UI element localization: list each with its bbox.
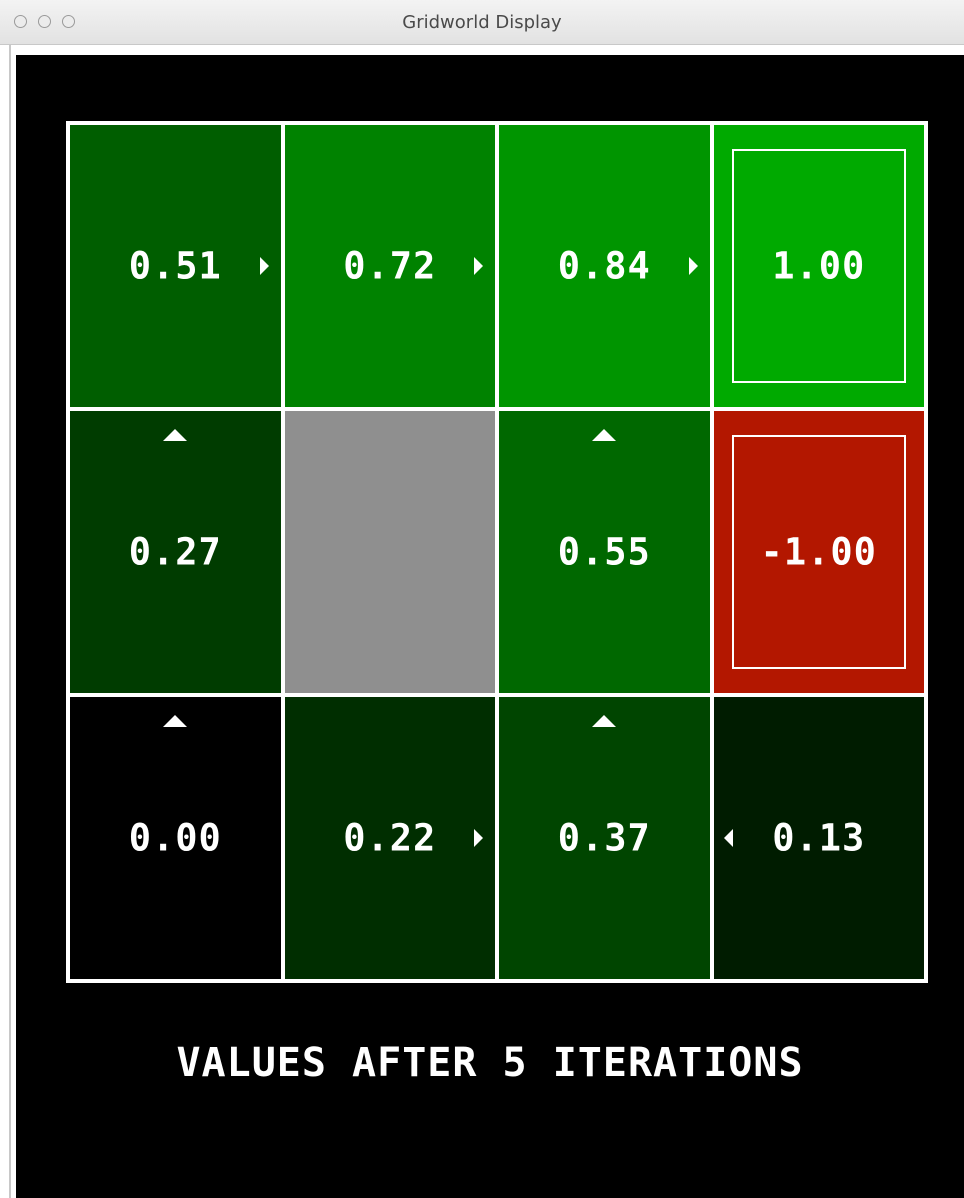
grid-cell: 0.27 <box>70 411 281 693</box>
close-window-button[interactable] <box>14 15 27 28</box>
value-grid: 0.51 0.72 0.84 1.00 0.27 0.55 -1.00 0.00 0.22 0.3… <box>66 121 928 983</box>
terminal-cell: -1.00 <box>713 411 924 693</box>
cell-value: 0.37 <box>557 816 651 860</box>
policy-arrow-north-icon <box>592 715 617 727</box>
grid-cell: 0.55 <box>499 411 710 693</box>
window-left-edge <box>9 44 11 1198</box>
cell-value: 0.55 <box>557 530 651 574</box>
cell-value: 0.27 <box>128 530 222 574</box>
iteration-caption: VALUES AFTER 5 ITERATIONS <box>176 1040 804 1086</box>
grid-cell: 0.13 <box>713 697 924 979</box>
cell-value: 0.84 <box>557 244 651 288</box>
terminal-frame <box>731 149 906 383</box>
policy-arrow-north-icon <box>163 429 188 441</box>
grid-cell: 0.72 <box>284 125 495 407</box>
policy-arrow-east-icon <box>259 257 269 275</box>
policy-arrow-east-icon <box>474 829 483 847</box>
grid-cell: 0.22 <box>284 697 495 979</box>
cell-value: 0.00 <box>128 816 222 860</box>
wall-cell <box>284 411 495 693</box>
grid-cell: 0.51 <box>70 125 281 407</box>
policy-arrow-east-icon <box>474 257 483 275</box>
grid-cell: 0.00 <box>70 697 281 979</box>
grid-cell: 0.84 <box>499 125 710 407</box>
minimize-window-button[interactable] <box>38 15 51 28</box>
grid-cell: 0.37 <box>499 697 710 979</box>
cell-value: 0.13 <box>772 816 866 860</box>
zoom-window-button[interactable] <box>62 15 75 28</box>
title-bar[interactable]: Gridworld Display <box>0 0 964 45</box>
cell-value: -1.00 <box>760 530 877 574</box>
cell-value: 0.22 <box>343 816 437 860</box>
cell-value: 1.00 <box>772 244 866 288</box>
policy-arrow-north-icon <box>163 715 188 727</box>
policy-arrow-east-icon <box>688 257 698 275</box>
policy-arrow-north-icon <box>592 429 617 441</box>
policy-arrow-west-icon <box>723 829 733 847</box>
cell-value: 0.51 <box>128 244 222 288</box>
window-title: Gridworld Display <box>402 12 562 33</box>
terminal-frame <box>731 435 906 669</box>
cell-value: 0.72 <box>343 244 437 288</box>
terminal-cell: 1.00 <box>713 125 924 407</box>
